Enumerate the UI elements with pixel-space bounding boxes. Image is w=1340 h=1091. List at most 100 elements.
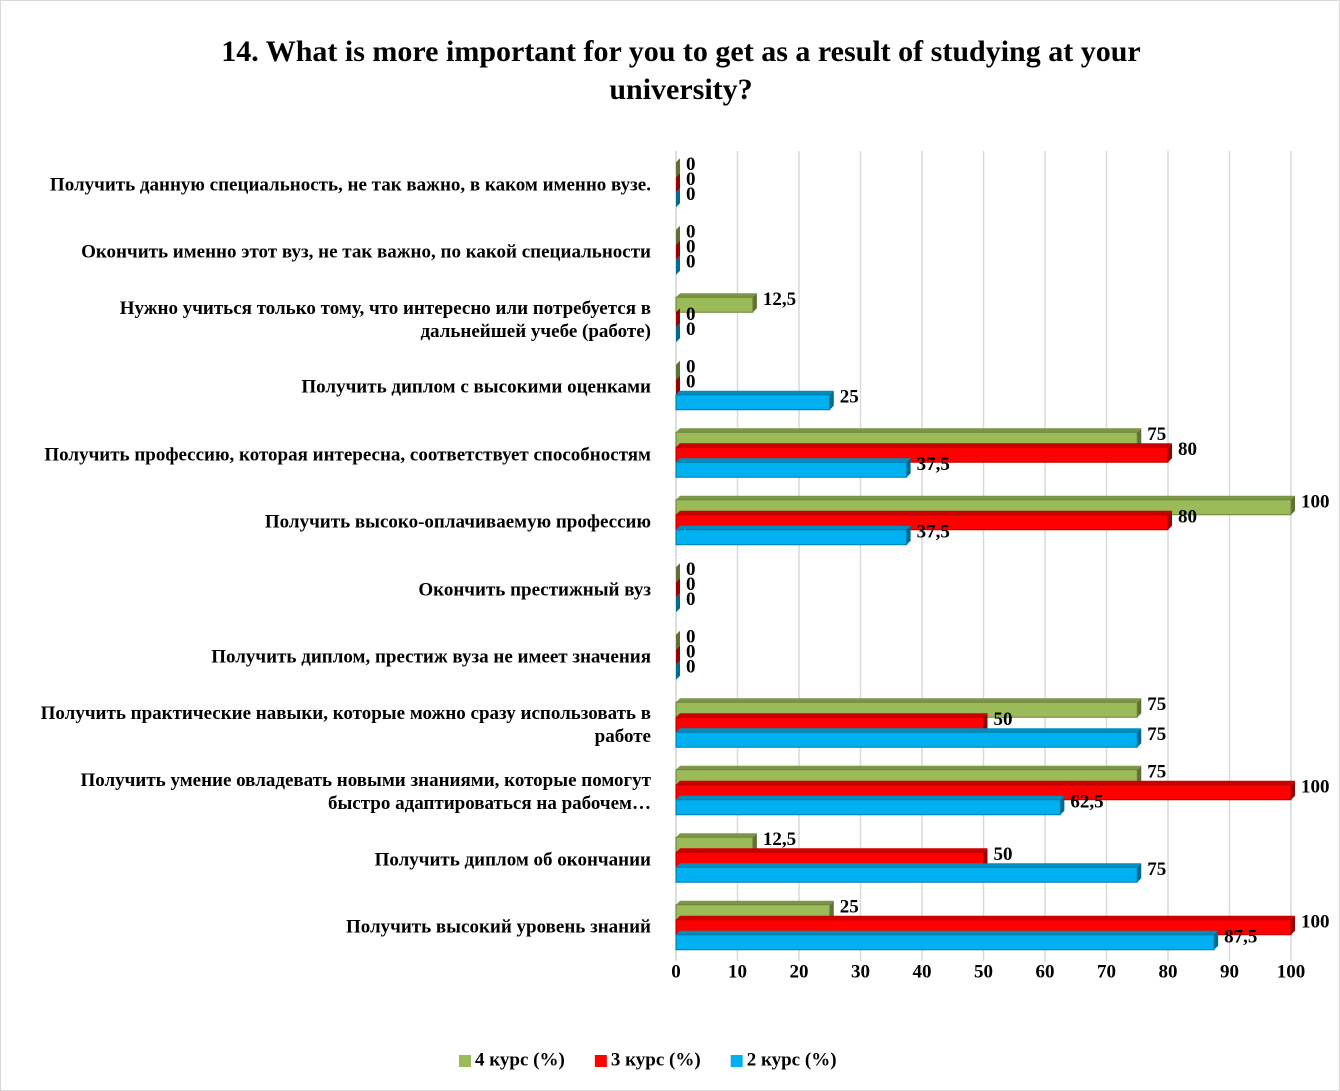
chart-title: 14. What is more important for you to ge… bbox=[221, 35, 1141, 106]
bar bbox=[675, 296, 754, 313]
bar-top bbox=[676, 293, 757, 298]
bar-top bbox=[676, 698, 1142, 703]
bar-depth bbox=[983, 713, 988, 733]
bar-depth bbox=[1291, 780, 1295, 800]
legend-swatch bbox=[459, 1055, 471, 1067]
bar-depth bbox=[1291, 915, 1295, 935]
x-tick-label: 70 bbox=[1097, 961, 1116, 982]
bar bbox=[675, 866, 1138, 883]
data-label: 0 bbox=[686, 589, 696, 610]
y-tick-label: Получить диплом об окончании bbox=[374, 849, 651, 871]
y-tick-label: Окончить именно этот вуз, не так важно, … bbox=[81, 241, 651, 263]
data-label: 0 bbox=[686, 559, 696, 580]
x-tick-label: 50 bbox=[974, 961, 993, 982]
data-label: 80 bbox=[1178, 507, 1197, 528]
x-tick-label: 20 bbox=[790, 961, 809, 982]
bar-top bbox=[676, 428, 1142, 433]
bar-top bbox=[676, 713, 988, 718]
data-label: 25 bbox=[840, 387, 859, 408]
bar-depth bbox=[676, 645, 680, 665]
data-label: 0 bbox=[686, 657, 696, 678]
data-label: 0 bbox=[686, 372, 696, 393]
data-label: 80 bbox=[1178, 439, 1197, 460]
data-label: 75 bbox=[1147, 762, 1166, 783]
data-label: 100 bbox=[1301, 777, 1330, 798]
bar-depth bbox=[1137, 698, 1142, 718]
bar-depth bbox=[829, 390, 834, 410]
bar-top bbox=[676, 848, 988, 853]
data-label: 100 bbox=[1301, 912, 1330, 933]
y-tick-label: Получить диплом, престиж вуза не имеет з… bbox=[211, 646, 651, 668]
bar-top bbox=[676, 390, 834, 395]
data-label: 0 bbox=[686, 642, 696, 663]
legend-swatch bbox=[730, 1055, 743, 1067]
bar-depth bbox=[1137, 428, 1142, 448]
y-tick-label: Получить данную специальность, не так ва… bbox=[49, 174, 651, 196]
data-label: 0 bbox=[686, 222, 696, 243]
bar-top bbox=[676, 510, 1172, 515]
bar-depth bbox=[1168, 443, 1172, 463]
bar-depth bbox=[676, 240, 680, 260]
legend-swatch bbox=[594, 1055, 607, 1067]
bar bbox=[675, 461, 908, 478]
x-tick-label: 0 bbox=[671, 961, 681, 982]
bar-depth bbox=[1137, 765, 1142, 785]
bar-top bbox=[676, 728, 1142, 733]
bar-top bbox=[676, 915, 1295, 920]
bar-depth bbox=[1168, 510, 1172, 530]
bar-depth bbox=[1137, 728, 1142, 748]
bar-depth bbox=[676, 323, 680, 343]
bar bbox=[675, 799, 1061, 816]
bar-top bbox=[676, 863, 1142, 868]
bar-depth bbox=[1137, 863, 1142, 883]
bar-depth bbox=[676, 578, 680, 598]
bar-top bbox=[676, 495, 1295, 500]
bar-top bbox=[676, 765, 1142, 770]
bar-top bbox=[676, 780, 1295, 785]
bar-depth bbox=[676, 173, 680, 193]
y-tick-label: Получить практические навыки, которые мо… bbox=[40, 702, 651, 747]
x-tick-label: 40 bbox=[913, 961, 932, 982]
x-tick-label: 100 bbox=[1277, 961, 1306, 982]
x-tick-label: 90 bbox=[1220, 961, 1239, 982]
data-label: 75 bbox=[1147, 424, 1166, 445]
bar-depth bbox=[1291, 495, 1295, 515]
bar-depth bbox=[752, 833, 757, 853]
data-label: 0 bbox=[686, 627, 696, 648]
data-label: 0 bbox=[686, 574, 696, 595]
bar-depth bbox=[676, 660, 680, 680]
y-tick-label: Нужно учиться только тому, что интересно… bbox=[119, 297, 651, 342]
bar-top bbox=[676, 833, 757, 838]
data-label: 0 bbox=[686, 169, 696, 190]
bar-depth bbox=[676, 375, 680, 395]
data-label: 0 bbox=[686, 357, 696, 378]
bar-top bbox=[676, 900, 834, 905]
y-tick-label: Окончить престижный вуз bbox=[418, 579, 651, 601]
bar bbox=[675, 934, 1215, 951]
bar-top bbox=[676, 930, 1219, 935]
bar-depth bbox=[1214, 930, 1219, 950]
data-label: 100 bbox=[1301, 492, 1330, 513]
legend-label: 4 курс (%) bbox=[475, 1049, 565, 1070]
bar-depth bbox=[676, 593, 680, 613]
bar-top bbox=[676, 525, 911, 530]
data-label: 50 bbox=[994, 844, 1013, 865]
x-tick-label: 30 bbox=[851, 961, 870, 982]
data-label: 12,5 bbox=[763, 829, 796, 850]
bar-depth bbox=[676, 360, 680, 380]
bar-depth bbox=[752, 293, 757, 313]
bar-depth bbox=[906, 458, 911, 478]
data-label: 0 bbox=[686, 184, 696, 205]
data-label: 75 bbox=[1147, 724, 1166, 745]
data-label: 0 bbox=[686, 252, 696, 273]
data-label: 12,5 bbox=[763, 289, 796, 310]
data-label: 75 bbox=[1147, 859, 1166, 880]
data-label: 50 bbox=[994, 709, 1013, 730]
bar-top bbox=[676, 795, 1065, 800]
bar-top bbox=[676, 458, 911, 463]
bar-top bbox=[676, 443, 1172, 448]
bar-depth bbox=[829, 900, 834, 920]
data-label: 0 bbox=[686, 319, 696, 340]
